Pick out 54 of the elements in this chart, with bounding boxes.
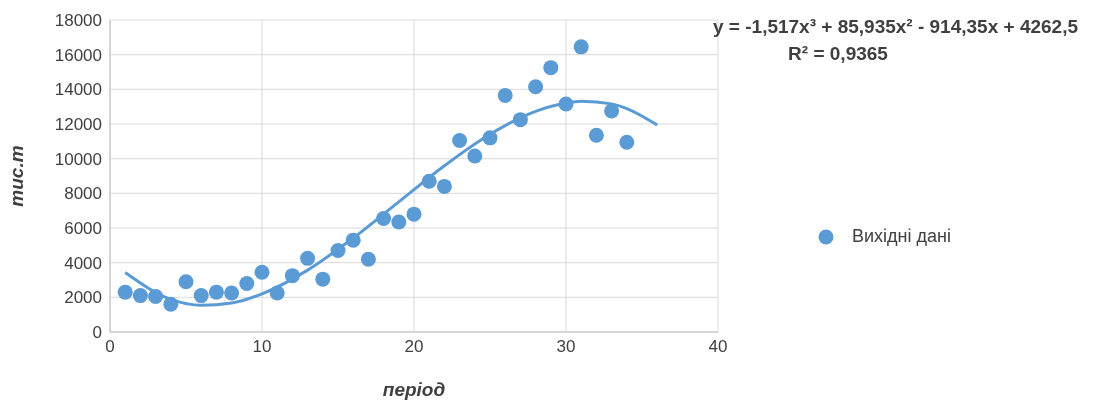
point <box>284 268 300 284</box>
point <box>315 271 331 287</box>
point <box>573 39 589 55</box>
point <box>619 134 635 150</box>
y-tick-label: 10000 <box>54 149 102 169</box>
y-tick-label: 14000 <box>54 80 102 100</box>
point <box>497 87 513 103</box>
y-tick-label: 12000 <box>54 115 102 135</box>
point <box>163 296 179 312</box>
x-tick-label: 10 <box>252 337 272 357</box>
annotation: y = -1,517x³ + 85,935x² - 914,35x + 4262,5 <box>712 16 1078 38</box>
point <box>406 206 422 222</box>
point <box>376 210 392 226</box>
point <box>330 243 346 259</box>
point <box>117 284 133 300</box>
y-axis-title: тис.т <box>5 145 27 207</box>
point <box>345 232 361 248</box>
point <box>269 285 285 301</box>
point <box>193 288 209 304</box>
y-tick-label: 6000 <box>64 219 102 239</box>
point <box>224 285 240 301</box>
text: R² = 0,9365 <box>787 43 889 65</box>
point <box>239 275 255 291</box>
point <box>132 288 148 304</box>
y-tick-label: 2000 <box>64 288 102 308</box>
point <box>208 284 224 300</box>
x-tick-label: 0 <box>105 337 115 357</box>
point <box>452 132 468 148</box>
point <box>512 112 528 128</box>
point <box>148 288 164 304</box>
point <box>436 178 452 194</box>
point <box>604 103 620 119</box>
y-tick-label: 16000 <box>54 45 102 65</box>
point <box>300 250 316 266</box>
x-axis-title: період <box>382 379 446 400</box>
point <box>360 251 376 267</box>
y-tick-label: 0 <box>92 323 102 343</box>
point <box>482 130 498 146</box>
legend-label: Вихідні дані <box>852 226 951 247</box>
point <box>178 274 194 290</box>
x-tick-label: 20 <box>404 337 424 357</box>
point <box>421 173 437 189</box>
x-tick-label: 30 <box>556 337 576 357</box>
point <box>467 148 483 164</box>
point <box>254 264 270 280</box>
y-tick-label: 8000 <box>64 184 102 204</box>
point <box>588 127 604 143</box>
point <box>391 214 407 230</box>
point <box>528 79 544 95</box>
y-tick-label: 4000 <box>64 253 102 273</box>
y-tick-label: 18000 <box>54 11 102 31</box>
x-tick-label: 40 <box>708 337 728 357</box>
point <box>543 60 559 76</box>
point <box>558 96 574 112</box>
